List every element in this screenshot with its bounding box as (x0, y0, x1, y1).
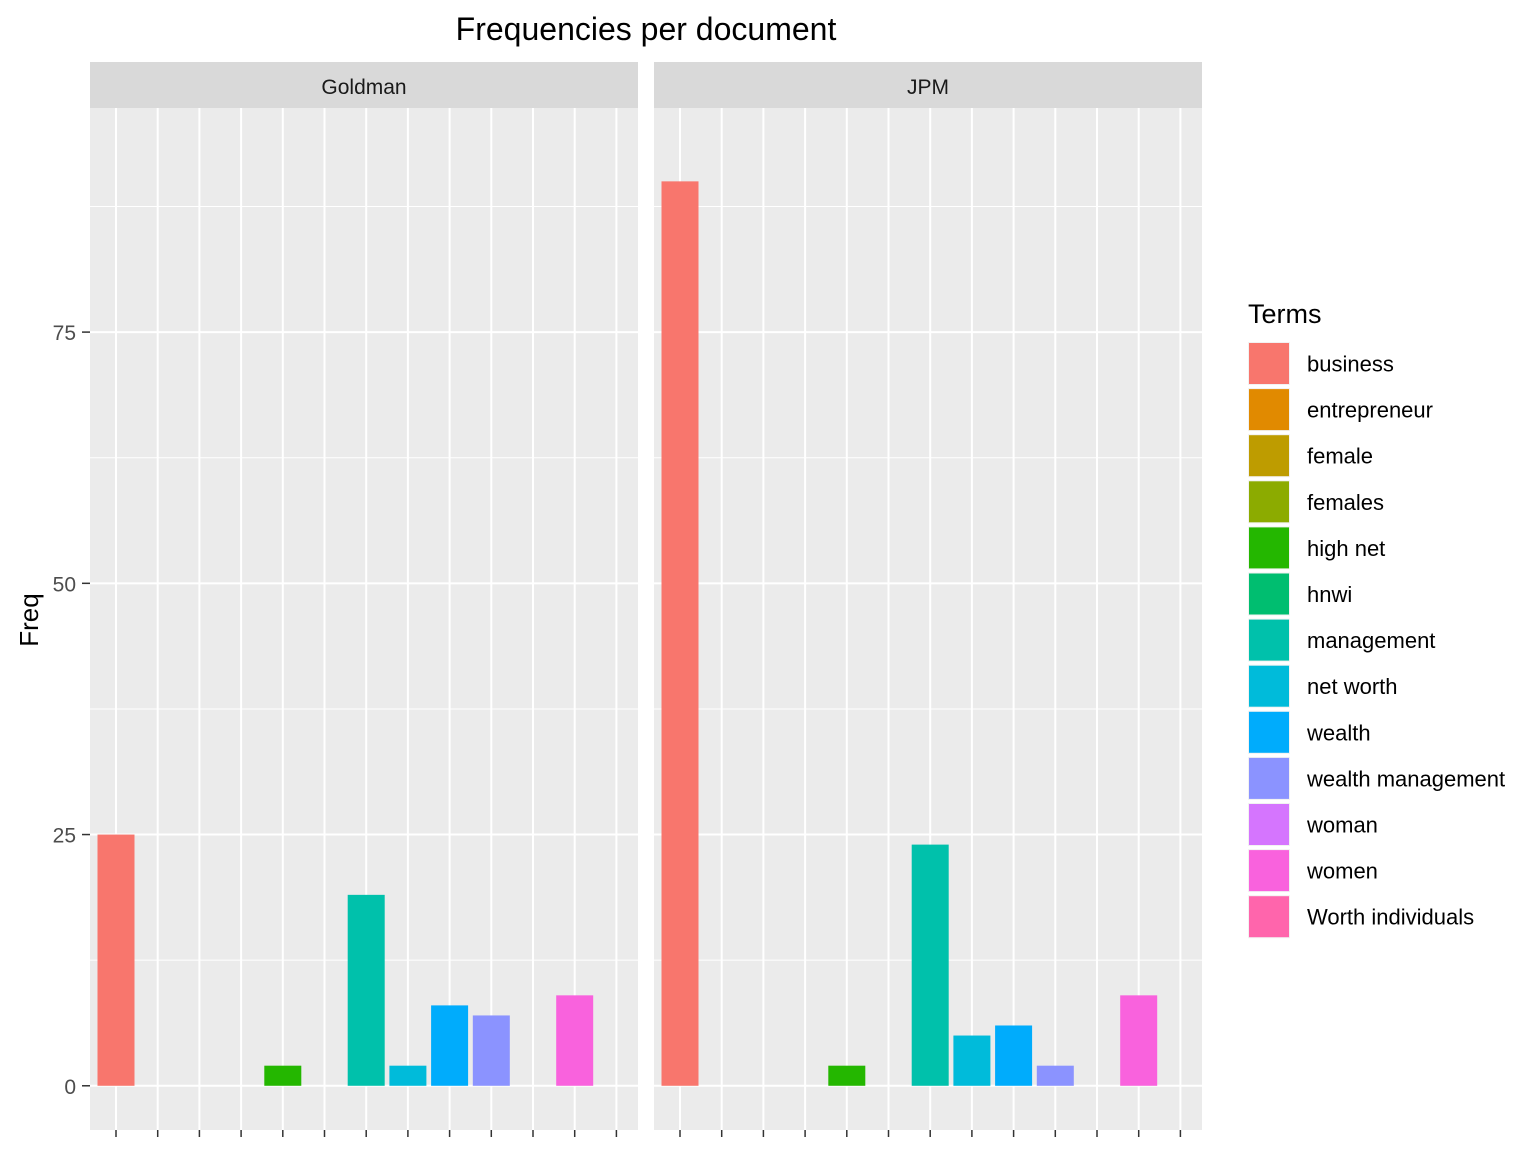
bar-net-worth (953, 1035, 991, 1086)
legend-item: net worth (1248, 664, 1398, 708)
bar-wealth (431, 1005, 469, 1086)
y-tick-label: 0 (64, 1076, 76, 1099)
bar-high-net (828, 1065, 866, 1086)
legend-item: business (1248, 342, 1394, 385)
panel-goldman: Goldman (90, 62, 638, 1137)
legend-item: females (1248, 480, 1384, 524)
legend-item: entrepreneur (1248, 388, 1433, 432)
legend-label: Worth individuals (1307, 905, 1474, 930)
panel-jpm: JPM (654, 62, 1202, 1137)
bar-women (1120, 995, 1158, 1086)
legend-swatch (1249, 757, 1289, 799)
bar-wealth-management (472, 1015, 510, 1086)
legend-label: women (1306, 859, 1378, 884)
y-axis-label: Freq (14, 593, 44, 646)
legend-swatch (1249, 896, 1289, 938)
legend-swatch (1249, 665, 1289, 707)
legend-item: wealth (1248, 710, 1371, 754)
legend-label: high net (1307, 536, 1385, 561)
facet-strip-label: Goldman (321, 76, 406, 99)
bar-management (911, 844, 949, 1086)
bar-women (556, 995, 594, 1086)
legend-item: wealth management (1248, 756, 1505, 800)
legend-title: Terms (1248, 299, 1322, 329)
bar-wealth-management (1036, 1065, 1074, 1086)
legend-swatch (1249, 850, 1289, 892)
legend-swatch (1249, 343, 1289, 384)
bar-wealth (995, 1025, 1033, 1086)
legend-item: management (1248, 618, 1435, 662)
legend-swatch (1249, 527, 1289, 569)
legend-label: wealth management (1306, 766, 1505, 791)
legend-swatch (1249, 711, 1289, 753)
legend-item: Worth individuals (1248, 895, 1474, 939)
legend-label: net worth (1307, 674, 1398, 699)
facet-strip (654, 62, 1202, 108)
legend-label: business (1307, 352, 1394, 377)
legend-item: hnwi (1248, 572, 1352, 616)
legend-label: female (1307, 444, 1373, 469)
facet-strip-label: JPM (907, 76, 949, 99)
legend-label: management (1307, 628, 1435, 653)
legend: Terms business entrepreneur female females h… (1248, 299, 1505, 939)
legend-swatch (1249, 619, 1289, 661)
legend-swatch (1249, 389, 1289, 431)
bar-business (97, 834, 135, 1086)
legend-label: hnwi (1307, 582, 1352, 607)
y-tick-label: 25 (53, 825, 76, 848)
legend-items: business entrepreneur female females high ne… (1248, 342, 1505, 939)
y-axis: 0 25 50 75 (53, 322, 90, 1099)
bar-business (661, 181, 699, 1086)
legend-label: wealth (1306, 720, 1371, 745)
legend-item: woman (1248, 803, 1378, 846)
bar-high-net (264, 1065, 302, 1086)
legend-swatch (1249, 481, 1289, 523)
bar-management (347, 894, 385, 1086)
legend-item: female (1248, 434, 1373, 478)
legend-swatch (1249, 804, 1289, 845)
facet-strip (90, 62, 638, 108)
legend-item: women (1248, 849, 1378, 893)
legend-swatch (1249, 573, 1289, 615)
legend-label: females (1307, 490, 1384, 515)
y-tick-label: 50 (53, 573, 76, 596)
y-tick-label: 75 (53, 322, 76, 345)
legend-item: high net (1248, 526, 1385, 570)
legend-swatch (1249, 435, 1289, 477)
legend-label: woman (1306, 813, 1378, 838)
bar-net-worth (389, 1065, 427, 1086)
chart-title: Frequencies per document (456, 11, 837, 47)
panels: Goldman JPM (90, 62, 1202, 1137)
legend-label: entrepreneur (1307, 398, 1433, 423)
